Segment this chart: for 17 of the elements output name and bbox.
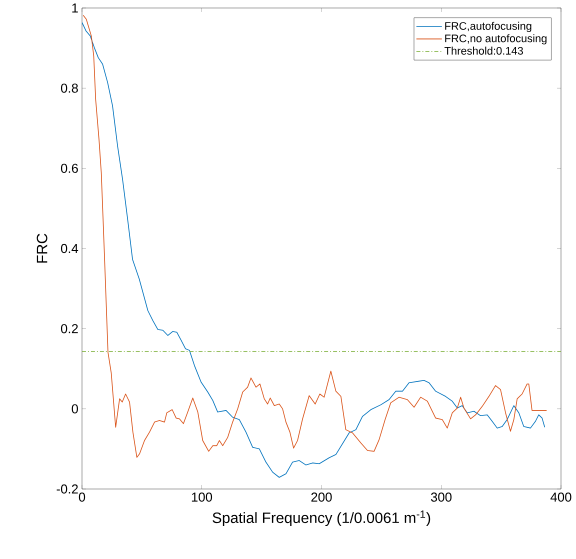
legend-label: Threshold:0.143 xyxy=(444,46,523,55)
x-tick-label: 300 xyxy=(430,492,452,502)
y-tick-label: 1 xyxy=(72,4,78,12)
y-axis-title: FRC xyxy=(36,234,48,263)
y-tick-label: 0.6 xyxy=(60,164,78,173)
y-tick-label: 0.2 xyxy=(60,324,78,334)
y-tick-label: 0.8 xyxy=(60,84,78,93)
x-axis-title: Spatial Frequency (1/0.0061 m$^{-1}$) xyxy=(212,510,430,526)
x-tick-label: 0 xyxy=(78,492,86,502)
legend-label: FRC,no autofocusing xyxy=(445,34,547,44)
y-tick-label: 0 xyxy=(72,404,78,414)
y-tick-label: 0.4 xyxy=(60,244,78,254)
y-tick-label: -0.2 xyxy=(56,484,78,494)
legend-label: FRC,autofocusing xyxy=(445,22,532,32)
x-tick-label: 100 xyxy=(192,492,212,502)
x-tick-label: 400 xyxy=(550,492,572,502)
x-tick-label: 200 xyxy=(311,492,332,502)
